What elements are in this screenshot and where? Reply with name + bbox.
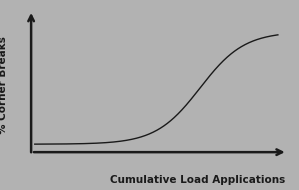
Text: Cumulative Load Applications: Cumulative Load Applications — [109, 175, 285, 185]
Text: % Corner Breaks: % Corner Breaks — [0, 36, 8, 135]
